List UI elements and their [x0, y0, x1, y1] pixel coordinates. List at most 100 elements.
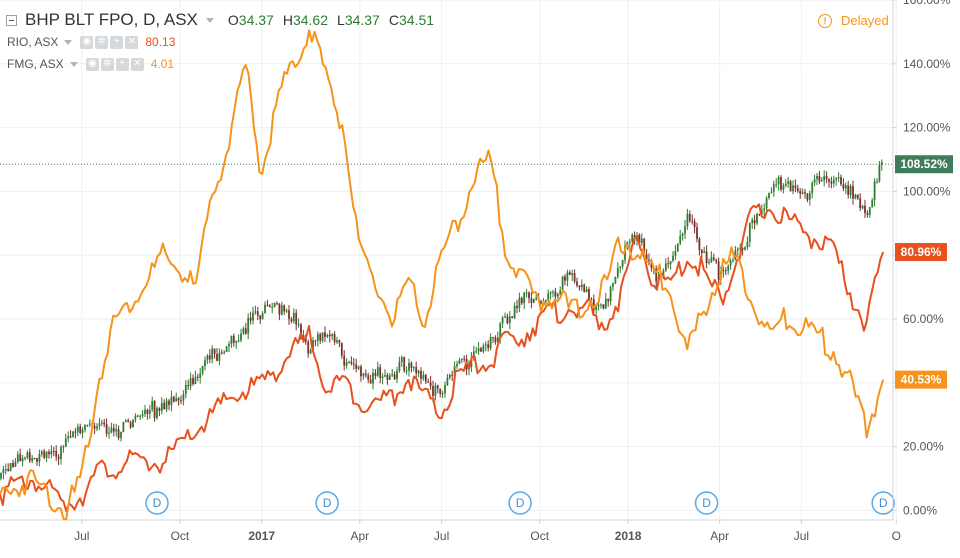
candle-body — [9, 463, 12, 472]
chevron-down-icon[interactable] — [205, 17, 214, 23]
candle-body — [218, 352, 221, 361]
candle-body — [12, 463, 14, 467]
candle-body — [355, 364, 358, 369]
candle-body — [64, 438, 67, 447]
candle-body — [84, 424, 86, 430]
candle-body — [434, 385, 437, 396]
candle-body — [228, 343, 230, 347]
close-icon[interactable]: ✕ — [130, 57, 144, 71]
dividend-marker-label: D — [323, 496, 332, 510]
eye-icon[interactable]: ◉ — [80, 35, 94, 49]
candle-body — [864, 205, 866, 214]
candle-body — [578, 285, 581, 288]
candle-body — [463, 358, 466, 360]
candle-body — [616, 267, 619, 277]
candle-body — [199, 373, 202, 378]
candle-body — [352, 363, 355, 365]
dividend-marker-icon[interactable] — [145, 491, 169, 515]
high-value: H34.62 — [282, 12, 329, 28]
candle-body — [432, 386, 434, 396]
candle-body — [268, 305, 271, 308]
candle-body — [753, 220, 756, 224]
dividend-marker-icon[interactable] — [315, 491, 339, 515]
candle-body — [446, 377, 449, 385]
candle-body — [444, 384, 446, 394]
candle-body — [592, 299, 595, 310]
candle-body — [744, 247, 746, 250]
candle-body — [780, 176, 782, 190]
candle-body — [756, 213, 758, 224]
candle-body — [602, 304, 605, 309]
compare-value-rio: 80.13 — [145, 35, 176, 49]
candle-body — [669, 261, 672, 265]
x-tick-label: 2017 — [248, 529, 275, 543]
candle-body — [640, 238, 643, 244]
candle-body — [163, 402, 166, 410]
candle-body — [288, 310, 290, 320]
chevron-down-icon[interactable] — [64, 39, 73, 45]
candle-body — [408, 362, 410, 371]
open-value: O34.37 — [227, 12, 274, 28]
candle-body — [0, 473, 2, 479]
candle-body — [880, 161, 883, 165]
candle-body — [295, 312, 298, 325]
compare-symbol-rio[interactable]: RIO, ASX — [7, 35, 59, 49]
main-symbol[interactable]: BHP BLT FPO, D, ASX — [25, 10, 198, 29]
candle-body — [388, 375, 391, 380]
series-line-fmg[interactable] — [0, 29, 885, 521]
eye-icon[interactable]: ◉ — [85, 57, 99, 71]
candle-body — [98, 423, 101, 427]
compare-row-fmg[interactable]: FMG, ASX ◉ ✲ + ✕ 4.01 — [7, 53, 443, 75]
candle-body — [26, 452, 29, 458]
candle-body — [158, 408, 161, 411]
plus-icon[interactable]: + — [110, 35, 124, 49]
candle-body — [201, 366, 204, 374]
candle-body — [729, 260, 732, 266]
candle-body — [427, 381, 430, 383]
close-icon[interactable]: ✕ — [125, 35, 139, 49]
plus-icon[interactable]: + — [115, 57, 129, 71]
candle-body — [494, 337, 497, 342]
candle-body — [192, 378, 194, 384]
candle-body — [21, 457, 24, 462]
candle-body — [266, 304, 269, 306]
candle-body — [60, 446, 62, 460]
candle-body — [604, 298, 607, 309]
gear-icon[interactable]: ✲ — [95, 35, 109, 49]
candle-body — [532, 299, 535, 303]
candle-body — [220, 352, 223, 354]
compare-row-rio[interactable]: RIO, ASX ◉ ✲ + ✕ 80.13 — [7, 31, 443, 53]
candle-body — [835, 177, 838, 180]
candle-body — [794, 185, 797, 189]
candle-body — [194, 376, 197, 384]
candle-body — [379, 367, 382, 379]
dividend-marker-icon[interactable] — [508, 491, 532, 515]
candle-body — [417, 370, 420, 374]
series-line-rio[interactable] — [0, 203, 885, 513]
dividend-marker-icon[interactable] — [694, 491, 719, 515]
minus-square-icon[interactable] — [6, 14, 17, 26]
candle-body — [86, 424, 89, 426]
candle-body — [842, 184, 845, 189]
candle-body — [436, 385, 439, 389]
close-value: C34.51 — [388, 12, 435, 28]
candle-body — [307, 341, 310, 354]
candle-body — [237, 340, 240, 342]
candle-body — [619, 266, 622, 268]
candle-body — [859, 198, 862, 209]
dividend-marker-icon[interactable] — [871, 491, 895, 515]
candle-body — [189, 378, 192, 387]
candle-body — [273, 303, 276, 307]
chevron-down-icon[interactable] — [69, 61, 78, 67]
delayed-label: Delayed — [841, 13, 889, 28]
delayed-status[interactable]: ! Delayed — [818, 13, 889, 28]
series-end-label: 40.53% — [901, 373, 942, 387]
gear-icon[interactable]: ✲ — [100, 57, 114, 71]
compare-symbol-fmg[interactable]: FMG, ASX — [7, 57, 64, 71]
candle-body — [252, 312, 254, 321]
candle-body — [410, 362, 413, 368]
candle-body — [609, 286, 612, 302]
candle-body — [400, 357, 403, 362]
main-series-row[interactable]: BHP BLT FPO, D, ASX O34.37 H34.62 L34.37… — [6, 9, 443, 31]
